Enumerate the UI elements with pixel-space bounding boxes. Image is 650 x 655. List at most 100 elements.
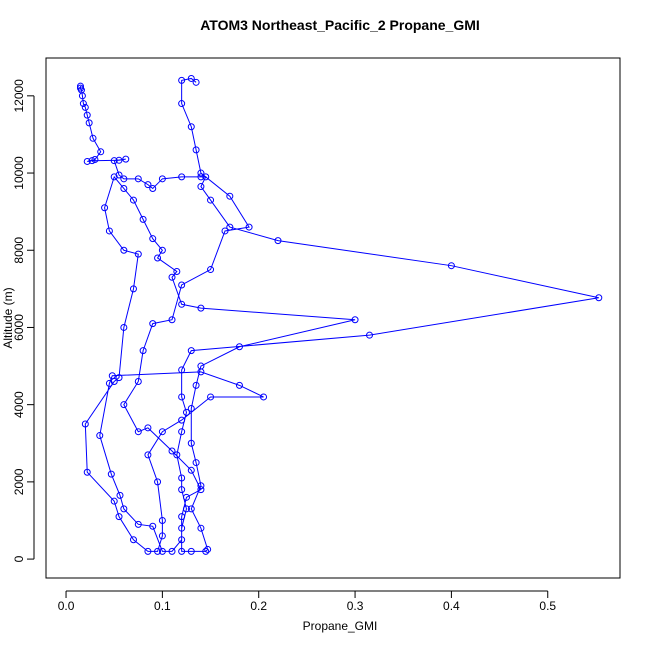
data-point bbox=[101, 204, 109, 212]
data-point bbox=[235, 381, 243, 389]
data-point bbox=[110, 173, 118, 181]
chart-title: ATOM3 Northeast_Pacific_2 Propane_GMI bbox=[200, 17, 480, 33]
data-point bbox=[110, 497, 118, 505]
data-point bbox=[158, 428, 166, 436]
data-point bbox=[168, 547, 176, 555]
data-point bbox=[187, 405, 195, 413]
data-point bbox=[178, 416, 186, 424]
data-point bbox=[197, 183, 205, 191]
data-point bbox=[178, 281, 186, 289]
data-point bbox=[187, 505, 195, 513]
data-point bbox=[226, 192, 234, 200]
data-point bbox=[182, 493, 190, 501]
y-tick-label: 12000 bbox=[12, 79, 26, 113]
data-point bbox=[187, 347, 195, 355]
data-point bbox=[144, 547, 152, 555]
y-axis-label: Altitude (m) bbox=[1, 287, 15, 348]
data-point bbox=[187, 466, 195, 474]
data-point bbox=[149, 522, 157, 530]
data-point bbox=[168, 316, 176, 324]
data-point bbox=[178, 486, 186, 494]
data-point bbox=[110, 157, 118, 165]
data-point bbox=[197, 482, 205, 490]
data-point bbox=[178, 173, 186, 181]
data-point bbox=[260, 393, 268, 401]
data-point bbox=[158, 547, 166, 555]
data-point bbox=[351, 316, 359, 324]
data-point bbox=[178, 393, 186, 401]
data-point bbox=[154, 547, 162, 555]
data-point bbox=[595, 294, 603, 302]
data-point bbox=[197, 304, 205, 312]
data-point bbox=[158, 246, 166, 254]
data-point bbox=[105, 227, 113, 235]
data-point bbox=[89, 134, 97, 142]
data-point bbox=[274, 237, 282, 245]
data-point bbox=[85, 119, 93, 127]
data-point bbox=[178, 428, 186, 436]
data-point bbox=[207, 196, 215, 204]
data-point bbox=[96, 432, 104, 440]
data-point bbox=[144, 181, 152, 189]
data-point bbox=[187, 439, 195, 447]
data-point bbox=[115, 374, 123, 382]
data-point bbox=[182, 408, 190, 416]
data-point bbox=[134, 378, 142, 386]
data-point bbox=[144, 424, 152, 432]
data-point bbox=[178, 366, 186, 374]
data-point bbox=[154, 478, 162, 486]
data-point bbox=[79, 100, 87, 108]
data-point bbox=[197, 524, 205, 532]
y-tick-label: 10000 bbox=[12, 156, 26, 190]
data-point bbox=[83, 468, 91, 476]
data-point bbox=[178, 300, 186, 308]
data-point bbox=[139, 347, 147, 355]
data-point bbox=[207, 266, 215, 274]
data-point bbox=[144, 451, 152, 459]
data-point bbox=[149, 235, 157, 243]
data-point bbox=[202, 547, 210, 555]
data-point bbox=[115, 156, 123, 164]
data-point bbox=[107, 470, 115, 478]
data-point bbox=[202, 173, 210, 181]
x-tick-label: 0.0 bbox=[58, 599, 75, 613]
data-point bbox=[178, 547, 186, 555]
data-point bbox=[178, 474, 186, 482]
data-point bbox=[134, 250, 142, 258]
data-point bbox=[178, 524, 186, 532]
data-point bbox=[192, 381, 200, 389]
data-point bbox=[129, 536, 137, 544]
data-point bbox=[207, 393, 215, 401]
data-point bbox=[122, 155, 130, 163]
data-point bbox=[115, 513, 123, 521]
data-point bbox=[197, 173, 205, 181]
data-point bbox=[154, 254, 162, 262]
x-tick-label: 0.4 bbox=[443, 599, 460, 613]
data-point bbox=[197, 368, 205, 376]
y-tick-label: 6000 bbox=[12, 314, 26, 341]
data-point bbox=[129, 196, 137, 204]
y-tick-label: 0 bbox=[12, 555, 26, 562]
data-point bbox=[158, 516, 166, 524]
data-point bbox=[187, 123, 195, 131]
data-point bbox=[178, 536, 186, 544]
data-point bbox=[235, 343, 243, 351]
x-tick-label: 0.5 bbox=[539, 599, 556, 613]
data-point bbox=[108, 372, 116, 380]
data-point bbox=[81, 103, 89, 111]
data-point bbox=[187, 547, 195, 555]
plot-box bbox=[45, 57, 621, 579]
data-point bbox=[149, 320, 157, 328]
data-point bbox=[173, 267, 181, 275]
data-point bbox=[158, 175, 166, 183]
data-point bbox=[83, 157, 91, 165]
data-point bbox=[226, 223, 234, 231]
y-tick-label: 2000 bbox=[12, 468, 26, 495]
data-point bbox=[76, 82, 84, 90]
data-point bbox=[116, 491, 124, 499]
data-point bbox=[134, 428, 142, 436]
data-point bbox=[129, 285, 137, 293]
y-tick-label: 8000 bbox=[12, 237, 26, 264]
data-point bbox=[120, 323, 128, 331]
